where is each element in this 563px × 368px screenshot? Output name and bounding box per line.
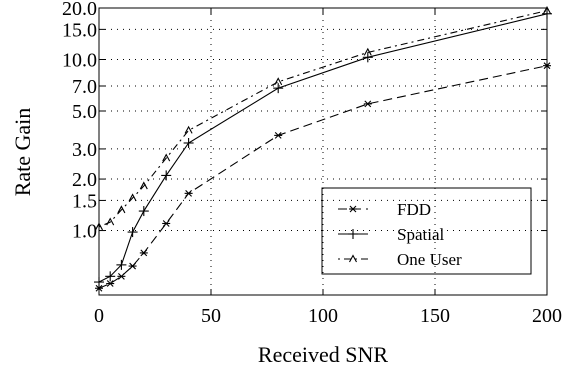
caret-marker-stroke (184, 125, 193, 134)
y-axis-label: Rate Gain (10, 108, 35, 197)
data-point-spatial (161, 170, 172, 181)
data-point-one-user (139, 181, 148, 190)
data-point-one-user (106, 217, 115, 226)
x-tick-label: 200 (532, 305, 562, 327)
y-tick-label: 3.0 (72, 139, 97, 161)
data-point-one-user (128, 193, 137, 202)
caret-marker-stroke (543, 5, 551, 14)
legend-marker-fdd (349, 205, 357, 213)
series-line-spatial (98, 13, 548, 283)
data-point-spatial (116, 259, 127, 270)
data-point-fdd (543, 62, 551, 70)
data-point-fdd (117, 272, 126, 280)
data-point-fdd (128, 262, 137, 270)
star-marker-stroke (274, 132, 282, 139)
caret-marker-stroke (95, 222, 103, 231)
data-point-fdd (162, 220, 171, 227)
y-tick-label: 20.0 (62, 0, 97, 20)
grid-lines (99, 8, 547, 295)
data-point-fdd (184, 189, 193, 197)
x-axis-label: Received SNR (258, 342, 388, 367)
star-marker-stroke (118, 272, 125, 280)
data-point-one-user (543, 5, 551, 14)
data-point-spatial (127, 227, 138, 238)
legend-label-one-user: One User (397, 250, 462, 269)
data-point-fdd (106, 280, 115, 287)
legend-label-fdd: FDD (397, 200, 431, 219)
star-marker-stroke (140, 249, 148, 257)
y-tick-label: 1.0 (72, 221, 97, 243)
data-point-fdd (274, 132, 283, 139)
legend-marker-one-user (349, 254, 357, 263)
data-point-one-user (117, 205, 126, 214)
x-tick-label: 50 (201, 305, 221, 327)
data-point-one-user (162, 153, 171, 162)
caret-marker-stroke (139, 181, 148, 190)
star-marker-stroke (364, 100, 372, 108)
caret-marker-stroke (106, 217, 115, 226)
y-tick-label: 7.0 (72, 76, 97, 98)
data-point-one-user (363, 47, 372, 56)
x-tick-label: 100 (308, 305, 338, 327)
x-tick-label: 0 (94, 305, 104, 327)
data-point-one-user (184, 125, 193, 134)
data-point-spatial (542, 8, 552, 19)
legend: FDD Spatial One User (321, 187, 532, 275)
series-lines (94, 5, 552, 292)
y-tick-label: 5.0 (72, 101, 97, 123)
y-tick-label: 2.0 (72, 169, 97, 191)
star-marker-stroke (349, 205, 357, 213)
data-point-one-user (95, 222, 103, 231)
caret-marker-stroke (117, 205, 126, 214)
axis-ticks (98, 7, 548, 295)
data-point-fdd (363, 100, 372, 108)
data-point-fdd (139, 249, 148, 257)
data-point-spatial (183, 137, 194, 148)
legend-label-spatial: Spatial (397, 225, 444, 244)
data-point-one-user (274, 77, 283, 86)
data-point-spatial (94, 277, 104, 288)
star-marker-stroke (543, 62, 551, 70)
caret-marker-stroke (274, 77, 283, 86)
data-point-spatial (105, 271, 116, 282)
star-marker-stroke (106, 280, 114, 287)
data-point-spatial (362, 52, 373, 63)
data-point-fdd (95, 284, 103, 292)
caret-marker-stroke (349, 254, 357, 263)
series-line-fdd (98, 65, 548, 289)
y-tick-label: 10.0 (62, 49, 97, 71)
star-marker-stroke (185, 189, 192, 197)
caret-marker-stroke (162, 153, 171, 162)
x-tick-label: 150 (420, 305, 450, 327)
y-tick-label: 1.5 (72, 190, 97, 212)
star-marker-stroke (162, 220, 170, 227)
legend-box (321, 187, 532, 275)
plot-frame (98, 7, 548, 296)
caret-marker-stroke (128, 193, 137, 202)
series-line-one-user (98, 10, 548, 228)
data-point-spatial (273, 83, 284, 94)
star-marker-stroke (129, 262, 136, 270)
legend-marker-spatial (348, 229, 358, 239)
y-tick-label: 15.0 (62, 19, 97, 41)
star-marker-stroke (95, 284, 103, 292)
caret-marker-stroke (363, 47, 372, 56)
data-point-spatial (138, 206, 149, 217)
